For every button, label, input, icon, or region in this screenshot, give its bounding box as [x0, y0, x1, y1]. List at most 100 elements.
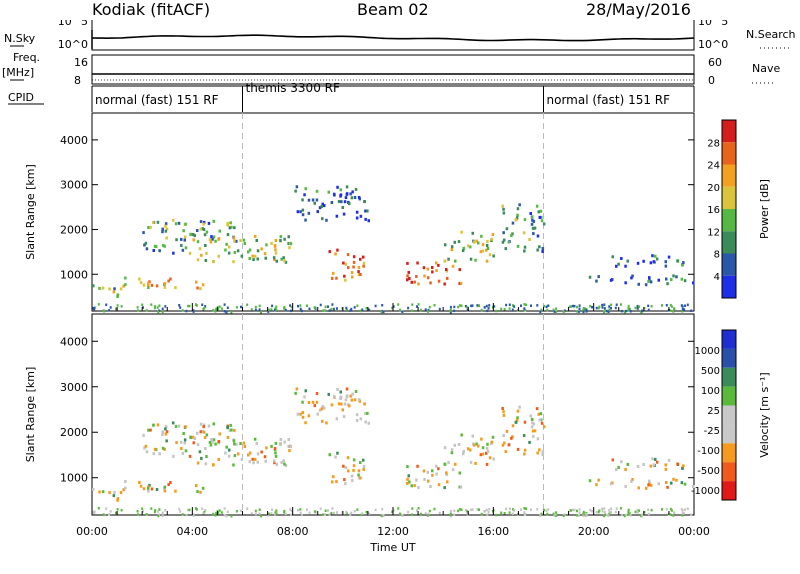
echo-cell [346, 253, 350, 257]
colorbar-swatch [722, 367, 736, 387]
echo-cell [637, 282, 640, 286]
echo-cell [485, 462, 489, 466]
echo-cell [511, 512, 514, 515]
nsky-label: N.Sky [4, 32, 36, 45]
echo-cell [180, 447, 183, 450]
echo-cell [437, 483, 441, 487]
echo-cell [354, 187, 358, 191]
echo-cell [254, 512, 257, 516]
echo-cell [631, 478, 634, 481]
echo-cell [198, 450, 202, 454]
echo-cell [232, 463, 235, 467]
echo-cell [274, 441, 278, 445]
echo-cell [265, 243, 268, 247]
echo-cell [516, 409, 520, 413]
echo-cell [611, 458, 614, 462]
echo-cell [638, 305, 641, 308]
echo-cell [350, 271, 354, 275]
echo-cell [199, 422, 203, 426]
echo-cell [287, 242, 290, 245]
echo-cell [303, 193, 306, 197]
echo-cell [218, 509, 221, 512]
echo-cell [224, 451, 227, 455]
echo-cell [625, 513, 628, 517]
echo-cell [524, 512, 527, 516]
echo-cell [469, 460, 473, 464]
echo-cell [345, 308, 348, 311]
echo-cell [350, 307, 353, 311]
echo-cell [256, 257, 259, 261]
echo-cell [576, 509, 578, 513]
echo-cell [514, 420, 518, 424]
echo-cell [220, 307, 223, 310]
echo-cell [287, 445, 290, 448]
echo-cell [620, 257, 623, 260]
echo-cell [228, 448, 231, 452]
echo-cell [183, 438, 187, 442]
echo-cell [283, 237, 286, 241]
echo-cell [349, 513, 352, 516]
echo-cell [142, 433, 145, 437]
echo-cell [200, 456, 203, 460]
colorbar-label: Power [dB] [758, 179, 771, 239]
echo-cell [273, 258, 276, 261]
echo-cell [364, 209, 367, 213]
echo-cell [458, 471, 461, 475]
echo-cell [263, 252, 267, 256]
echo-cell [330, 276, 334, 280]
echo-cell [289, 242, 293, 246]
echo-cell [627, 304, 630, 308]
echo-cell [458, 508, 461, 511]
echo-cell [516, 213, 519, 217]
echo-cell [156, 423, 160, 427]
echo-cell [680, 277, 684, 281]
echo-cell [321, 217, 324, 221]
echo-cell [164, 224, 167, 228]
colorbar-swatch [722, 424, 736, 444]
echo-cell [623, 514, 626, 518]
echo-cell [625, 309, 628, 313]
echo-cell [316, 412, 319, 416]
echo-cell [426, 479, 430, 483]
echo-cell [226, 435, 230, 439]
echo-cell [681, 509, 684, 512]
echo-cell [175, 238, 178, 242]
echo-cell [188, 454, 192, 458]
panel-frame [91, 112, 695, 312]
echo-cell [267, 514, 270, 517]
echo-cell [401, 514, 404, 517]
echo-cell [145, 513, 148, 516]
echo-cell [657, 482, 660, 486]
echo-cell [485, 259, 489, 263]
echo-cell [466, 244, 470, 248]
echo-cell [493, 305, 496, 308]
echo-cell [289, 304, 292, 307]
echo-cell [627, 308, 630, 312]
echo-cell [279, 239, 282, 242]
echo-cell [647, 308, 650, 312]
colorbar-tick-label: 100 [701, 386, 720, 397]
echo-cell [339, 194, 342, 198]
echo-cell [181, 248, 185, 252]
echo-cell [336, 451, 339, 455]
echo-cell [124, 276, 127, 280]
echo-cell [217, 307, 220, 311]
echo-cell [620, 513, 623, 517]
echo-cell [457, 443, 461, 446]
echo-cell [443, 259, 447, 263]
echo-cell [307, 211, 311, 215]
echo-cell [233, 239, 236, 243]
echo-cell [458, 282, 461, 285]
echo-cell [177, 221, 181, 225]
echo-cell [479, 250, 483, 254]
echo-cell [150, 283, 154, 287]
echo-cell [163, 282, 167, 286]
echo-cell [191, 233, 195, 236]
echo-cell [330, 511, 333, 515]
echo-cell [196, 229, 199, 232]
colorbar-swatch [722, 481, 736, 500]
echo-cell [449, 305, 452, 309]
nsky-trace [91, 34, 695, 42]
echo-cell [457, 305, 460, 309]
echo-cell [217, 237, 221, 241]
